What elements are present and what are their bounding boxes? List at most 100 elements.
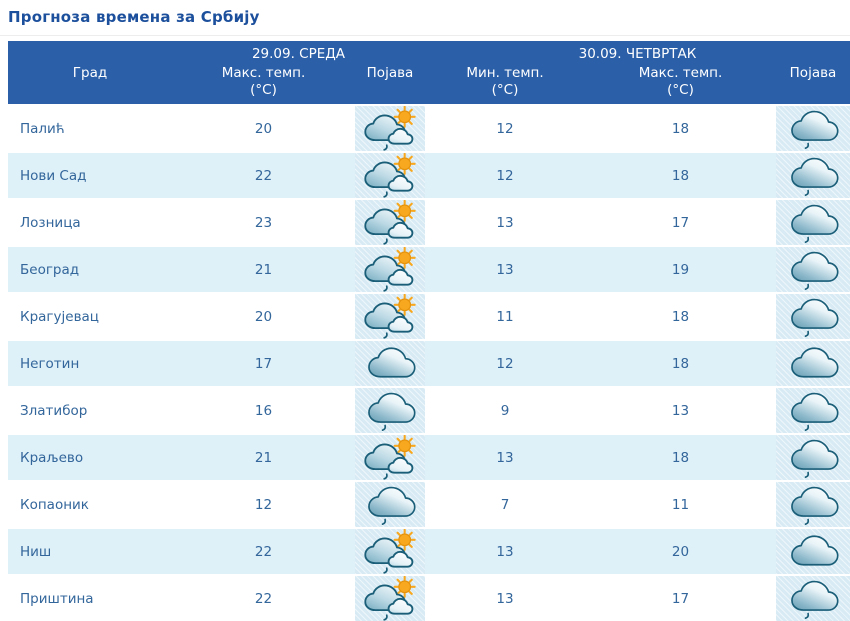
col-header-thu-min-temp: Мин. темп. (°C)	[466, 65, 544, 98]
cloudy-light-rain-icon	[785, 200, 842, 245]
thu-phenomenon-cell	[776, 482, 850, 527]
city-name: Златибор	[20, 402, 88, 419]
thu-min-temp-value: 12	[496, 355, 514, 372]
wed-max-temp-value: 17	[254, 355, 273, 372]
wed-phenomenon-cell	[355, 482, 425, 527]
city-name: Копаоник	[20, 496, 89, 513]
thu-phenomenon-cell	[776, 106, 850, 151]
partly-sunny-light-rain-icon	[362, 247, 419, 292]
day-group-wednesday: 29.09. СРЕДА	[251, 46, 346, 62]
thu-phenomenon-cell	[776, 294, 850, 339]
col-header-wed-max-temp: Макс. темп. (°C)	[221, 65, 306, 98]
thu-max-temp-value: 11	[671, 496, 690, 513]
wed-phenomenon-cell	[355, 153, 425, 198]
table-row: Палић 20 12 18	[8, 106, 850, 151]
wed-phenomenon-cell	[355, 247, 425, 292]
wed-phenomenon-cell	[355, 388, 425, 433]
thu-phenomenon-cell	[776, 435, 850, 480]
thu-min-temp-value: 13	[496, 590, 514, 607]
cloudy-light-rain-icon	[785, 576, 842, 621]
column-header-row: Град Макс. темп. (°C) Појава Мин. темп. …	[8, 64, 850, 99]
wed-phenomenon-cell	[355, 294, 425, 339]
table-row: Лозница 23 13 17	[8, 200, 850, 245]
cloudy-light-rain-icon	[362, 388, 419, 433]
wed-max-temp-value: 12	[254, 496, 273, 513]
thu-max-temp-value: 18	[671, 167, 690, 184]
cloudy-icon	[362, 341, 419, 386]
city-name: Лозница	[20, 214, 81, 231]
thu-phenomenon-cell	[776, 341, 850, 386]
cloudy-light-rain-icon	[785, 482, 842, 527]
table-row: Краљево 21 13 18	[8, 435, 850, 480]
thu-max-temp-value: 17	[671, 214, 690, 231]
thu-max-temp-value: 18	[671, 449, 690, 466]
cloudy-light-rain-icon	[785, 153, 842, 198]
wed-max-temp-value: 22	[254, 590, 273, 607]
partly-sunny-light-rain-icon	[362, 435, 419, 480]
wed-phenomenon-cell	[355, 200, 425, 245]
table-row: Крагујевац 20 11 18	[8, 294, 850, 339]
cloudy-light-rain-icon	[785, 247, 842, 292]
city-name: Палић	[20, 120, 65, 137]
cloudy-icon	[785, 341, 842, 386]
day-group-row: 29.09. СРЕДА 30.09. ЧЕТВРТАК	[8, 44, 850, 64]
city-name: Неготин	[20, 355, 80, 372]
thu-min-temp-value: 12	[496, 120, 514, 137]
wed-max-temp-value: 23	[254, 214, 273, 231]
thu-max-temp-value: 18	[671, 355, 690, 372]
partly-sunny-light-rain-icon	[362, 153, 419, 198]
col-header-wed-phenomenon: Појава	[366, 65, 414, 81]
table-row: Приштина 22 13 17	[8, 576, 850, 621]
city-name: Краљево	[20, 449, 84, 466]
table-header: 29.09. СРЕДА 30.09. ЧЕТВРТАК Град Макс. …	[8, 41, 850, 104]
wed-phenomenon-cell	[355, 529, 425, 574]
day-group-thursday: 30.09. ЧЕТВРТАК	[578, 46, 697, 62]
col-header-thu-phenomenon: Појава	[789, 65, 837, 81]
table-row: Београд 21 13 19	[8, 247, 850, 292]
wed-max-temp-value: 22	[254, 167, 273, 184]
thu-min-temp-value: 13	[496, 543, 514, 560]
thu-max-temp-value: 17	[671, 590, 690, 607]
thu-max-temp-value: 13	[671, 402, 690, 419]
cloudy-light-rain-icon	[785, 106, 842, 151]
partly-sunny-light-rain-icon	[362, 576, 419, 621]
table-row: Копаоник 12 7 11	[8, 482, 850, 527]
table-body: Палић 20 12 18 Нови Сад 22 12 18 Лозница 23 13 17 Бе…	[8, 106, 850, 621]
thu-min-temp-value: 11	[496, 308, 514, 325]
thu-phenomenon-cell	[776, 576, 850, 621]
partly-sunny-light-rain-icon	[362, 200, 419, 245]
cloudy-icon	[785, 529, 842, 574]
partly-sunny-light-rain-icon	[362, 529, 419, 574]
thu-min-temp-value: 9	[500, 402, 510, 419]
thu-phenomenon-cell	[776, 247, 850, 292]
cloudy-light-rain-icon	[785, 294, 842, 339]
thu-phenomenon-cell	[776, 200, 850, 245]
thu-min-temp-value: 13	[496, 214, 514, 231]
thu-min-temp-value: 7	[500, 496, 510, 513]
thu-max-temp-value: 20	[671, 543, 690, 560]
wed-max-temp-value: 20	[254, 120, 273, 137]
wed-phenomenon-cell	[355, 106, 425, 151]
wed-max-temp-value: 21	[254, 449, 273, 466]
city-name: Београд	[20, 261, 80, 278]
wed-phenomenon-cell	[355, 435, 425, 480]
partly-sunny-light-rain-icon	[362, 294, 419, 339]
thu-max-temp-value: 18	[671, 120, 690, 137]
wed-max-temp-value: 20	[254, 308, 273, 325]
table-row: Нови Сад 22 12 18	[8, 153, 850, 198]
table-row: Ниш 22 13 20	[8, 529, 850, 574]
col-header-thu-max-temp: Макс. темп. (°C)	[638, 65, 723, 98]
city-name: Приштина	[20, 590, 94, 607]
wed-phenomenon-cell	[355, 576, 425, 621]
thu-min-temp-value: 13	[496, 449, 514, 466]
forecast-table: 29.09. СРЕДА 30.09. ЧЕТВРТАК Град Макс. …	[8, 41, 850, 621]
wed-phenomenon-cell	[355, 341, 425, 386]
col-header-city: Град	[72, 65, 108, 81]
thu-min-temp-value: 13	[496, 261, 514, 278]
thu-max-temp-value: 19	[671, 261, 690, 278]
thu-phenomenon-cell	[776, 388, 850, 433]
title-divider	[0, 35, 850, 36]
partly-sunny-light-rain-icon	[362, 106, 419, 151]
cloudy-light-rain-icon	[785, 388, 842, 433]
